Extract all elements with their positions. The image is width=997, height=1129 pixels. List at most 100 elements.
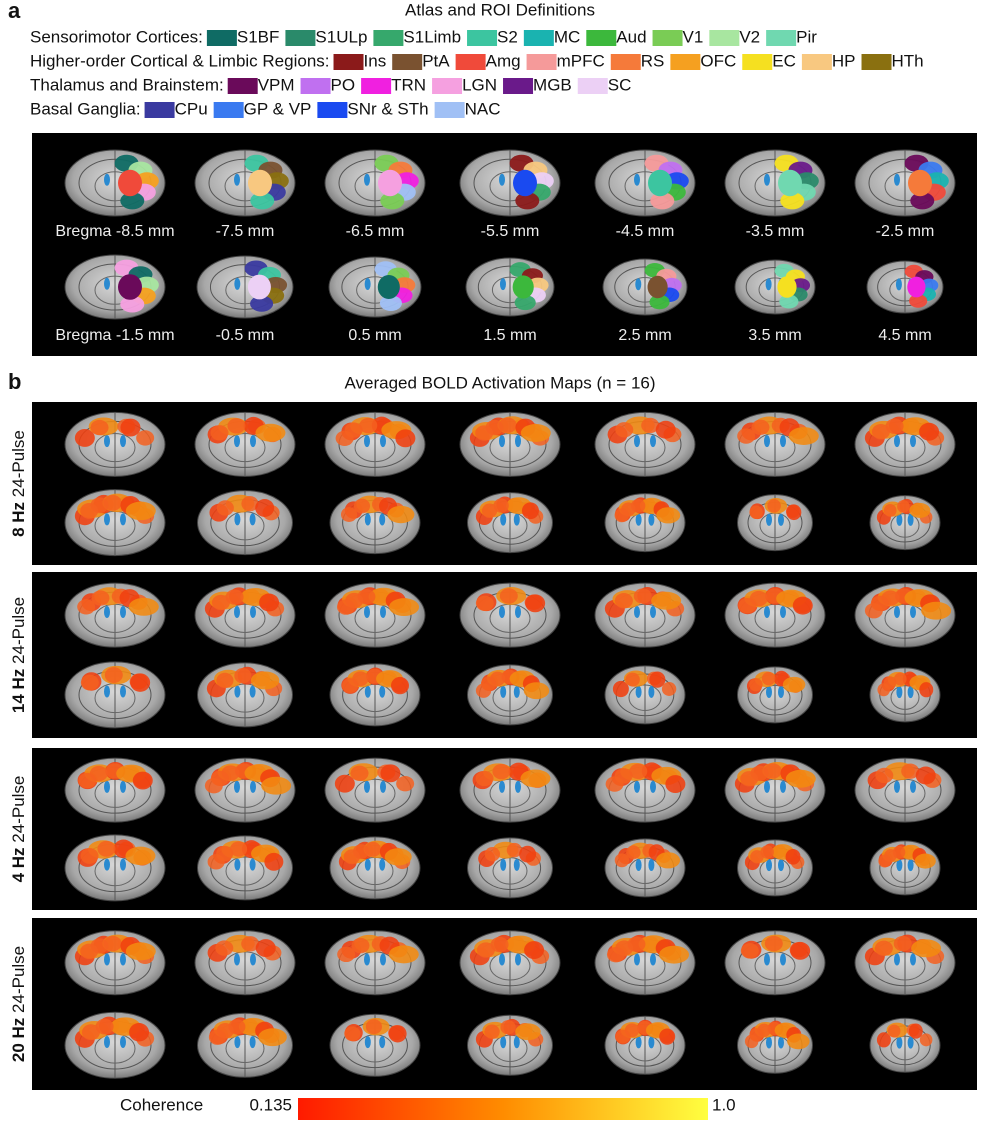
ventricle bbox=[635, 513, 642, 526]
activation-blob bbox=[230, 841, 248, 857]
atlas-region bbox=[910, 192, 935, 210]
activation-blob bbox=[481, 503, 498, 518]
contour bbox=[890, 685, 920, 710]
contour bbox=[94, 1033, 136, 1064]
ventricle bbox=[895, 278, 902, 291]
brain-slice bbox=[197, 490, 293, 556]
activation-blob bbox=[665, 775, 686, 794]
slice-label: Bregma -8.5 mm bbox=[55, 223, 174, 240]
activation-blob bbox=[661, 682, 677, 696]
activation-blob bbox=[614, 508, 629, 523]
brain-slice bbox=[194, 582, 296, 648]
activation-blob bbox=[614, 593, 633, 609]
ventricle bbox=[104, 858, 110, 871]
ventricle bbox=[648, 513, 655, 526]
activation-blob bbox=[80, 674, 99, 691]
atlas-region bbox=[247, 274, 271, 300]
condition-label: 4 Hz 24-Pulse bbox=[9, 776, 28, 883]
ventricle bbox=[120, 858, 126, 871]
contour bbox=[890, 1035, 920, 1061]
brain-slice bbox=[467, 1014, 553, 1076]
brain-slice bbox=[467, 492, 553, 554]
ventricle bbox=[234, 1036, 241, 1049]
activation-blob bbox=[615, 422, 634, 438]
contour bbox=[224, 433, 266, 463]
brain-slice bbox=[328, 256, 422, 318]
activation-blob bbox=[241, 936, 260, 952]
activation-blob bbox=[655, 420, 676, 439]
brain-slice bbox=[737, 666, 813, 724]
ventricle bbox=[894, 605, 900, 618]
activation-blob bbox=[132, 771, 153, 790]
condition-frequency: 4 Hz bbox=[9, 847, 28, 882]
ventricle bbox=[249, 1036, 256, 1049]
ventricle bbox=[513, 513, 520, 526]
contour bbox=[225, 1033, 265, 1064]
legend-swatch bbox=[285, 30, 316, 46]
legend-item: RS bbox=[641, 51, 665, 70]
ventricle bbox=[634, 435, 640, 448]
contour bbox=[759, 857, 791, 884]
brain-slice bbox=[734, 259, 816, 315]
ventricle bbox=[515, 605, 521, 618]
ventricle bbox=[250, 953, 256, 966]
ventricle bbox=[634, 173, 640, 186]
activation-blob bbox=[476, 942, 495, 958]
brain-slice bbox=[329, 836, 421, 900]
brain-slice bbox=[737, 839, 813, 897]
ventricle bbox=[234, 277, 241, 290]
ventricle bbox=[910, 605, 916, 618]
activation-blob bbox=[524, 941, 545, 960]
activation-blob bbox=[615, 1029, 630, 1044]
activation-blob bbox=[875, 767, 894, 784]
activation-blob bbox=[506, 842, 523, 858]
legend-swatch bbox=[333, 54, 364, 70]
activation-blob bbox=[625, 672, 640, 687]
brain-slice bbox=[459, 757, 561, 823]
activation-blob bbox=[255, 939, 276, 958]
brain-slice bbox=[465, 257, 555, 317]
activation-blob bbox=[351, 937, 370, 954]
activation-blob bbox=[241, 495, 259, 512]
legend-swatch bbox=[361, 78, 392, 94]
ventricle bbox=[380, 435, 386, 448]
activation-blob bbox=[120, 418, 141, 437]
ventricle bbox=[635, 1036, 642, 1049]
legend-swatch bbox=[432, 78, 463, 94]
brain-slice bbox=[459, 582, 561, 648]
activation-blob bbox=[128, 597, 159, 616]
contour bbox=[489, 778, 531, 808]
legend-swatch bbox=[766, 30, 797, 46]
atlas-region bbox=[513, 169, 537, 197]
ventricle bbox=[894, 780, 900, 793]
ventricle bbox=[234, 685, 241, 698]
activation-blob bbox=[359, 417, 378, 434]
brain-slice bbox=[64, 411, 166, 477]
panel-letter: b bbox=[8, 369, 21, 394]
ventricle bbox=[104, 605, 110, 618]
activation-blob bbox=[883, 503, 897, 517]
ventricle bbox=[764, 953, 770, 966]
brain-slice bbox=[194, 149, 296, 217]
contour bbox=[489, 951, 531, 981]
activation-blob bbox=[792, 596, 813, 615]
contour bbox=[94, 433, 136, 463]
activation-blob bbox=[519, 845, 537, 863]
legend-swatch bbox=[526, 54, 557, 70]
brain-slice bbox=[324, 757, 426, 823]
atlas-region bbox=[909, 294, 928, 308]
legend-group-label: Thalamus and Brainstem: bbox=[30, 75, 224, 94]
ventricle bbox=[499, 780, 505, 793]
ventricle bbox=[104, 513, 110, 526]
activation-blob bbox=[761, 671, 776, 686]
ventricle bbox=[765, 278, 772, 291]
atlas-region bbox=[779, 294, 799, 309]
activation-blob bbox=[395, 429, 416, 448]
ventricle bbox=[499, 605, 505, 618]
ventricle bbox=[234, 780, 240, 793]
slice-label: -7.5 mm bbox=[216, 223, 275, 240]
panel-title: Atlas and ROI Definitions bbox=[405, 0, 595, 19]
ventricle bbox=[648, 858, 655, 871]
legend-swatch bbox=[373, 30, 404, 46]
ventricle bbox=[379, 858, 386, 871]
